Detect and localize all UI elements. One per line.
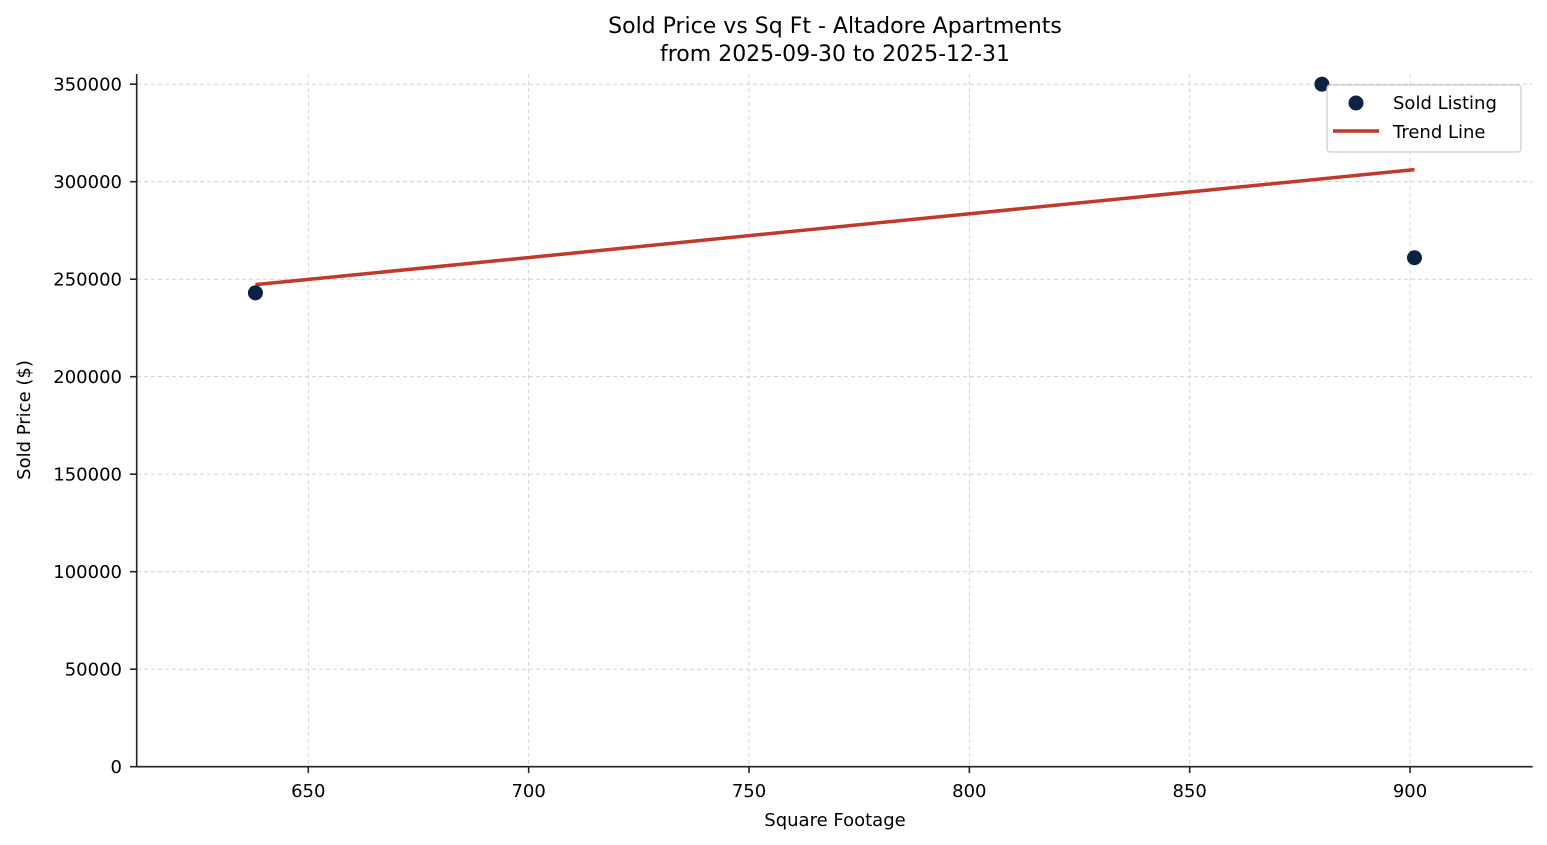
sold-listing-point <box>1314 76 1330 92</box>
x-tick-label: 700 <box>511 781 545 802</box>
plot-area <box>247 76 1422 301</box>
x-tick-label: 800 <box>952 781 986 802</box>
x-tick-label: 900 <box>1393 781 1427 802</box>
trend-line <box>255 167 1415 287</box>
sold-listing-point <box>247 285 263 301</box>
x-axis-label: Square Footage <box>764 810 905 831</box>
chart-subtitle: from 2025-09-30 to 2025-12-31 <box>660 42 1010 67</box>
y-tick-label: 100000 <box>53 562 122 583</box>
sold-listing-point <box>1406 250 1422 266</box>
x-tick-label: 650 <box>291 781 325 802</box>
x-axis-ticks: 650 700 750 800 850 900 <box>291 766 1427 802</box>
x-tick-label: 750 <box>732 781 766 802</box>
y-tick-label: 250000 <box>53 270 122 291</box>
legend-item-trend-line: Trend Line <box>1392 122 1486 143</box>
x-tick-label: 850 <box>1173 781 1207 802</box>
y-axis-ticks: 0 50000 100000 150000 200000 250000 300000 3500… <box>53 75 137 778</box>
legend-item-sold-listing: Sold Listing <box>1393 93 1497 114</box>
y-tick-label: 350000 <box>53 75 122 96</box>
chart-title: Sold Price vs Sq Ft - Altadore Apartment… <box>608 14 1062 39</box>
y-axis-label: Sold Price ($) <box>14 360 35 480</box>
y-tick-label: 150000 <box>53 465 122 486</box>
legend-box <box>1326 84 1522 153</box>
sold-listing-legend-icon <box>1348 95 1364 111</box>
y-tick-label: 50000 <box>65 660 122 681</box>
y-tick-label: 0 <box>111 757 122 778</box>
y-tick-label: 200000 <box>53 367 122 388</box>
legend: Sold Listing Trend Line <box>1326 84 1522 153</box>
y-tick-label: 300000 <box>53 172 122 193</box>
